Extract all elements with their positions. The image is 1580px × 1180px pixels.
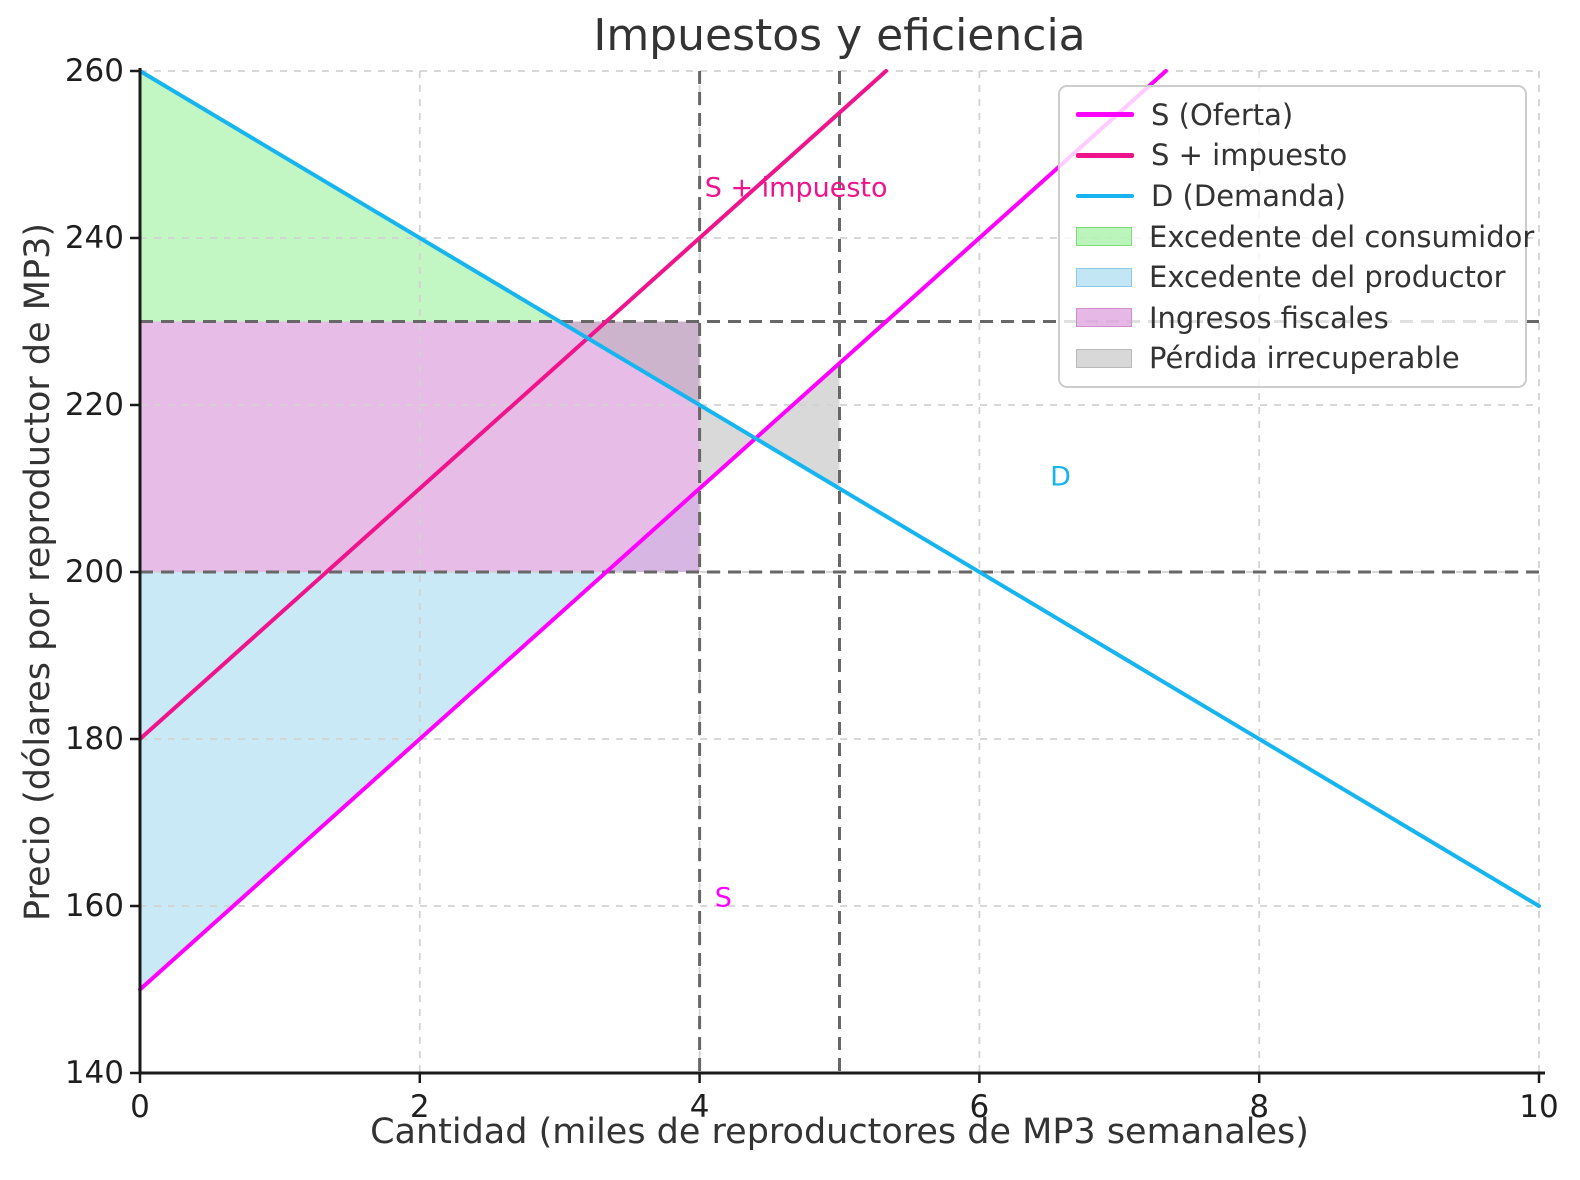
chart-title: Impuestos y eficiencia — [593, 10, 1086, 61]
x-tick-label-6: 6 — [969, 1089, 990, 1125]
x-tick-label-0: 0 — [130, 1089, 150, 1125]
y-tick-label-260: 260 — [64, 53, 124, 89]
y-tick-label-240: 240 — [64, 220, 124, 256]
ingresos-fiscales-region — [140, 321, 700, 572]
legend-item-s-oferta: S (Oferta) — [1060, 98, 1525, 132]
y-tick-label-220: 220 — [64, 387, 124, 423]
legend-label: S (Oferta) — [1151, 97, 1294, 132]
legend-label: Pérdida irrecuperable — [1149, 341, 1460, 376]
legend-item-perdida-irrecuperable: Pérdida irrecuperable — [1060, 341, 1525, 375]
legend-item-ingresos-fiscales: Ingresos fiscales — [1060, 301, 1525, 335]
x-tick-label-4: 4 — [689, 1089, 710, 1125]
legend-item-s-impuesto: S + impuesto — [1060, 138, 1525, 172]
x-tick-label-2: 2 — [409, 1089, 430, 1125]
y-tick-label-160: 160 — [64, 888, 124, 924]
legend: S (Oferta) S + impuesto D (Demanda) Exceden… — [1058, 85, 1534, 388]
legend-label: Excedente del consumidor — [1149, 219, 1535, 254]
legend-swatch-patch-excedente-del-consumidor — [1076, 227, 1132, 246]
perdida-irrecuperable-parte-3-region — [755, 363, 840, 489]
legend-label: D (Demanda) — [1151, 178, 1346, 213]
legend-item-d-demanda: D (Demanda) — [1060, 179, 1525, 213]
x-tick-label-8: 8 — [1249, 1089, 1270, 1125]
y-axis-label: Precio (dólares por reproductor de MP3) — [18, 222, 58, 922]
annotation-s-impuesto: S + impuesto — [704, 172, 888, 204]
legend-swatch-patch-excedente-del-productor — [1076, 267, 1132, 287]
x-axis-label: Cantidad (miles de reproductores de MP3 … — [370, 1112, 1309, 1152]
legend-swatch-patch-perdida-irrecuperable — [1076, 348, 1132, 368]
x-tick-label-10: 10 — [1519, 1089, 1559, 1125]
supply-plus-tax-line — [138, 69, 889, 741]
y-tick-label-140: 140 — [64, 1055, 124, 1091]
legend-label: Excedente del productor — [1149, 260, 1506, 295]
legend-swatch-line-d-demanda — [1076, 193, 1134, 199]
demand-line — [138, 69, 1541, 908]
y-tick-label-180: 180 — [64, 721, 124, 757]
legend-swatch-patch-ingresos-fiscales — [1076, 308, 1132, 328]
legend-label: Ingresos fiscales — [1149, 300, 1389, 335]
annotation-s: S — [714, 882, 732, 914]
legend-label: S + impuesto — [1151, 138, 1348, 173]
y-tick-label-200: 200 — [64, 554, 124, 590]
legend-item-excedente-del-consumidor: Excedente del consumidor — [1060, 220, 1534, 254]
legend-item-excedente-del-productor: Excedente del productor — [1060, 260, 1525, 294]
legend-swatch-line-s-impuesto — [1076, 153, 1134, 158]
legend-swatch-line-s-oferta — [1076, 112, 1134, 117]
perdida-irrecuperable-parte-2-region — [699, 405, 756, 489]
annotation-d: D — [1050, 461, 1071, 493]
supply-line — [138, 69, 1168, 992]
